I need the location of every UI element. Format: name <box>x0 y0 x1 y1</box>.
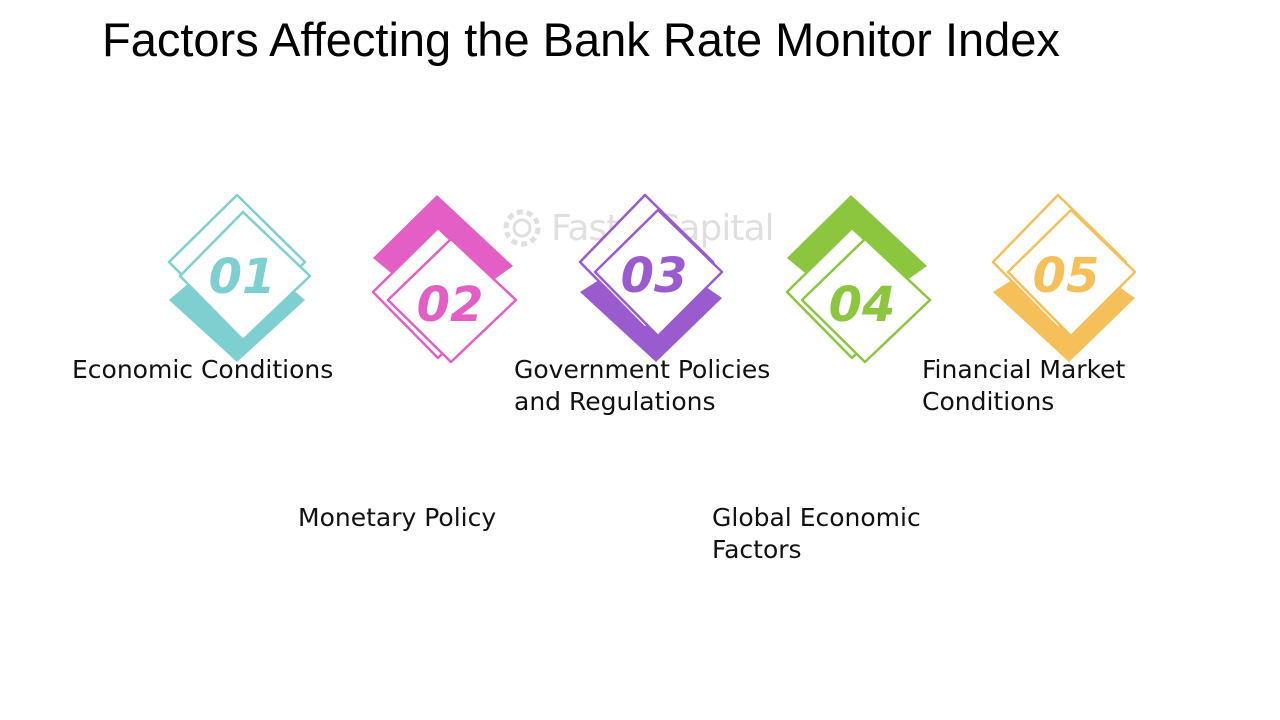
badge-outline-front <box>1006 208 1137 338</box>
label-line: Global Economic <box>712 503 921 532</box>
label-line: Conditions <box>922 387 1055 416</box>
factor-label-03: Government Policies and Regulations <box>514 354 770 418</box>
label-line: Government Policies <box>514 355 771 384</box>
label-line: Financial Market <box>922 355 1126 384</box>
badge-number: 03 <box>621 248 688 304</box>
label-line: Factors <box>712 535 802 564</box>
badge-number: 04 <box>829 277 896 333</box>
factor-label-02: Monetary Policy <box>298 502 496 534</box>
factor-badge-03: 03 <box>575 192 725 367</box>
badge-outline-front <box>386 237 518 364</box>
label-line: Economic Conditions <box>72 355 334 384</box>
badge-outline-front <box>178 210 312 342</box>
factor-badge-04: 04 <box>782 192 932 367</box>
badge-number: 05 <box>1033 248 1100 304</box>
badge-outline-front <box>800 237 932 364</box>
gear-icon <box>503 209 541 247</box>
factor-label-01: Economic Conditions <box>72 354 333 386</box>
badge-outline-front <box>593 208 724 338</box>
factor-label-05: Financial Market Conditions <box>922 354 1125 418</box>
factor-badge-02: 02 <box>368 192 518 367</box>
page-title: Factors Affecting the Bank Rate Monitor … <box>102 13 1060 66</box>
badge-number: 01 <box>209 249 276 305</box>
factor-label-04: Global Economic Factors <box>712 502 921 566</box>
factor-badge-05: 05 <box>988 192 1138 367</box>
label-line: and Regulations <box>514 387 716 416</box>
badge-number: 02 <box>417 277 484 333</box>
factor-badge-01: 01 <box>162 192 312 367</box>
label-line: Monetary Policy <box>298 503 497 532</box>
